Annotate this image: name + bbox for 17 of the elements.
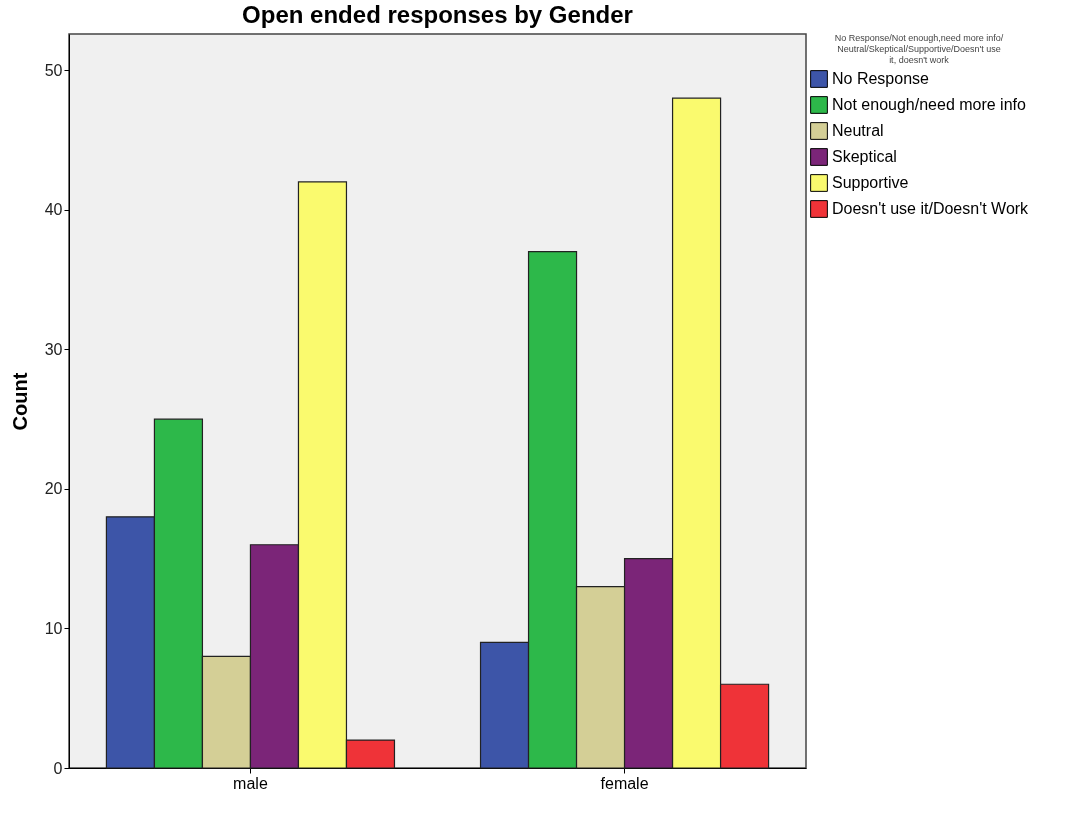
y-tick-label: 40 (44, 201, 63, 219)
legend-label: Skeptical (832, 148, 897, 165)
y-tick-label: 0 (53, 759, 63, 777)
legend-title: No Response/Not enough,need more info/Neutral/Skeptical/Supportive/Doesn't use it, doesn't work (834, 33, 1004, 65)
legend-label: Neutral (832, 122, 884, 139)
legend-label: Doesn't use it/Doesn't Work (832, 200, 1030, 217)
y-tick-label: 10 (44, 619, 63, 637)
y-axis-title: Count (8, 372, 31, 431)
chart-title: Open ended responses by Gender (242, 1, 633, 28)
legend-label: Not enough/need more info (832, 96, 1027, 113)
x-tick-label: female (600, 774, 649, 792)
y-tick-label: 50 (44, 61, 63, 79)
legend-label: No Response (832, 70, 930, 87)
y-tick-label: 20 (44, 480, 63, 498)
x-tick-label: male (233, 774, 268, 792)
y-tick-label: 30 (44, 340, 63, 358)
legend-label: Supportive (832, 174, 909, 191)
